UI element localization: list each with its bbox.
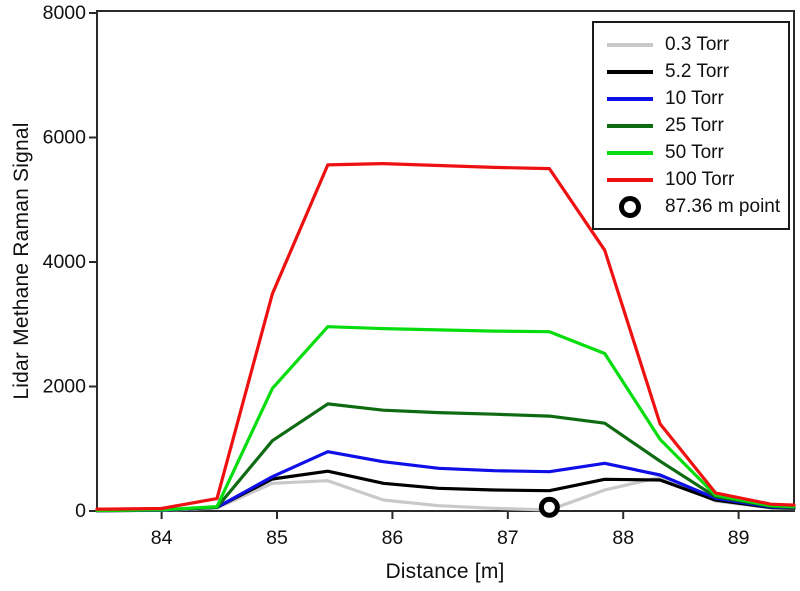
legend-item: 100 Torr	[607, 166, 788, 193]
x-tick-label: 87	[497, 527, 519, 549]
x-tick-label: 84	[151, 527, 173, 549]
legend: 0.3 Torr 5.2 Torr 10 Torr 25 Torr 50 Torr 100…	[592, 21, 790, 230]
legend-line-icon	[607, 69, 653, 74]
legend-item: 10 Torr	[607, 85, 788, 112]
legend-item: 50 Torr	[607, 139, 788, 166]
legend-line-swatch	[607, 96, 653, 101]
legend-line-swatch	[607, 123, 653, 128]
x-tick-label: 86	[382, 527, 404, 549]
y-tick-label: 0	[75, 500, 86, 522]
open-circle-icon	[619, 195, 641, 218]
legend-line-icon	[607, 177, 653, 182]
legend-label: 10 Torr	[665, 87, 724, 109]
legend-line-icon	[607, 96, 653, 101]
legend-label: 50 Torr	[665, 141, 724, 163]
legend-label: 5.2 Torr	[665, 60, 730, 82]
legend-line-swatch	[607, 69, 653, 74]
legend-line-icon	[607, 42, 653, 47]
series-line-100-torr	[95, 162, 796, 511]
legend-item: 0.3 Torr	[607, 31, 788, 58]
x-tick-label: 88	[612, 527, 634, 549]
legend-line-icon	[607, 123, 653, 128]
y-axis-title: Lidar Methane Raman Signal	[10, 122, 33, 400]
legend-item: 25 Torr	[607, 112, 788, 139]
legend-item-marker: 87.36 m point	[607, 193, 788, 220]
legend-label: 87.36 m point	[665, 195, 781, 217]
legend-line-swatch	[607, 150, 653, 155]
legend-label: 25 Torr	[665, 114, 724, 136]
x-tick-label: 85	[266, 527, 288, 549]
marker-87.36m-point	[538, 496, 560, 518]
legend-label: 0.3 Torr	[665, 33, 730, 55]
legend-line-swatch	[607, 177, 653, 182]
series-line-25-torr	[95, 402, 796, 513]
y-tick-label: 4000	[43, 251, 87, 273]
legend-item: 5.2 Torr	[607, 58, 788, 85]
y-tick-label: 2000	[43, 376, 87, 398]
series-line-50-torr	[95, 325, 796, 512]
y-tick-label: 8000	[43, 2, 87, 24]
legend-line-swatch	[607, 42, 653, 47]
legend-line-icon	[607, 150, 653, 155]
legend-marker-swatch	[607, 195, 653, 218]
x-tick-label: 89	[728, 527, 750, 549]
series-line-0.3-torr	[95, 475, 796, 513]
legend-label: 100 Torr	[665, 168, 735, 190]
y-tick-label: 6000	[43, 127, 87, 149]
x-axis-title: Distance [m]	[385, 560, 505, 583]
